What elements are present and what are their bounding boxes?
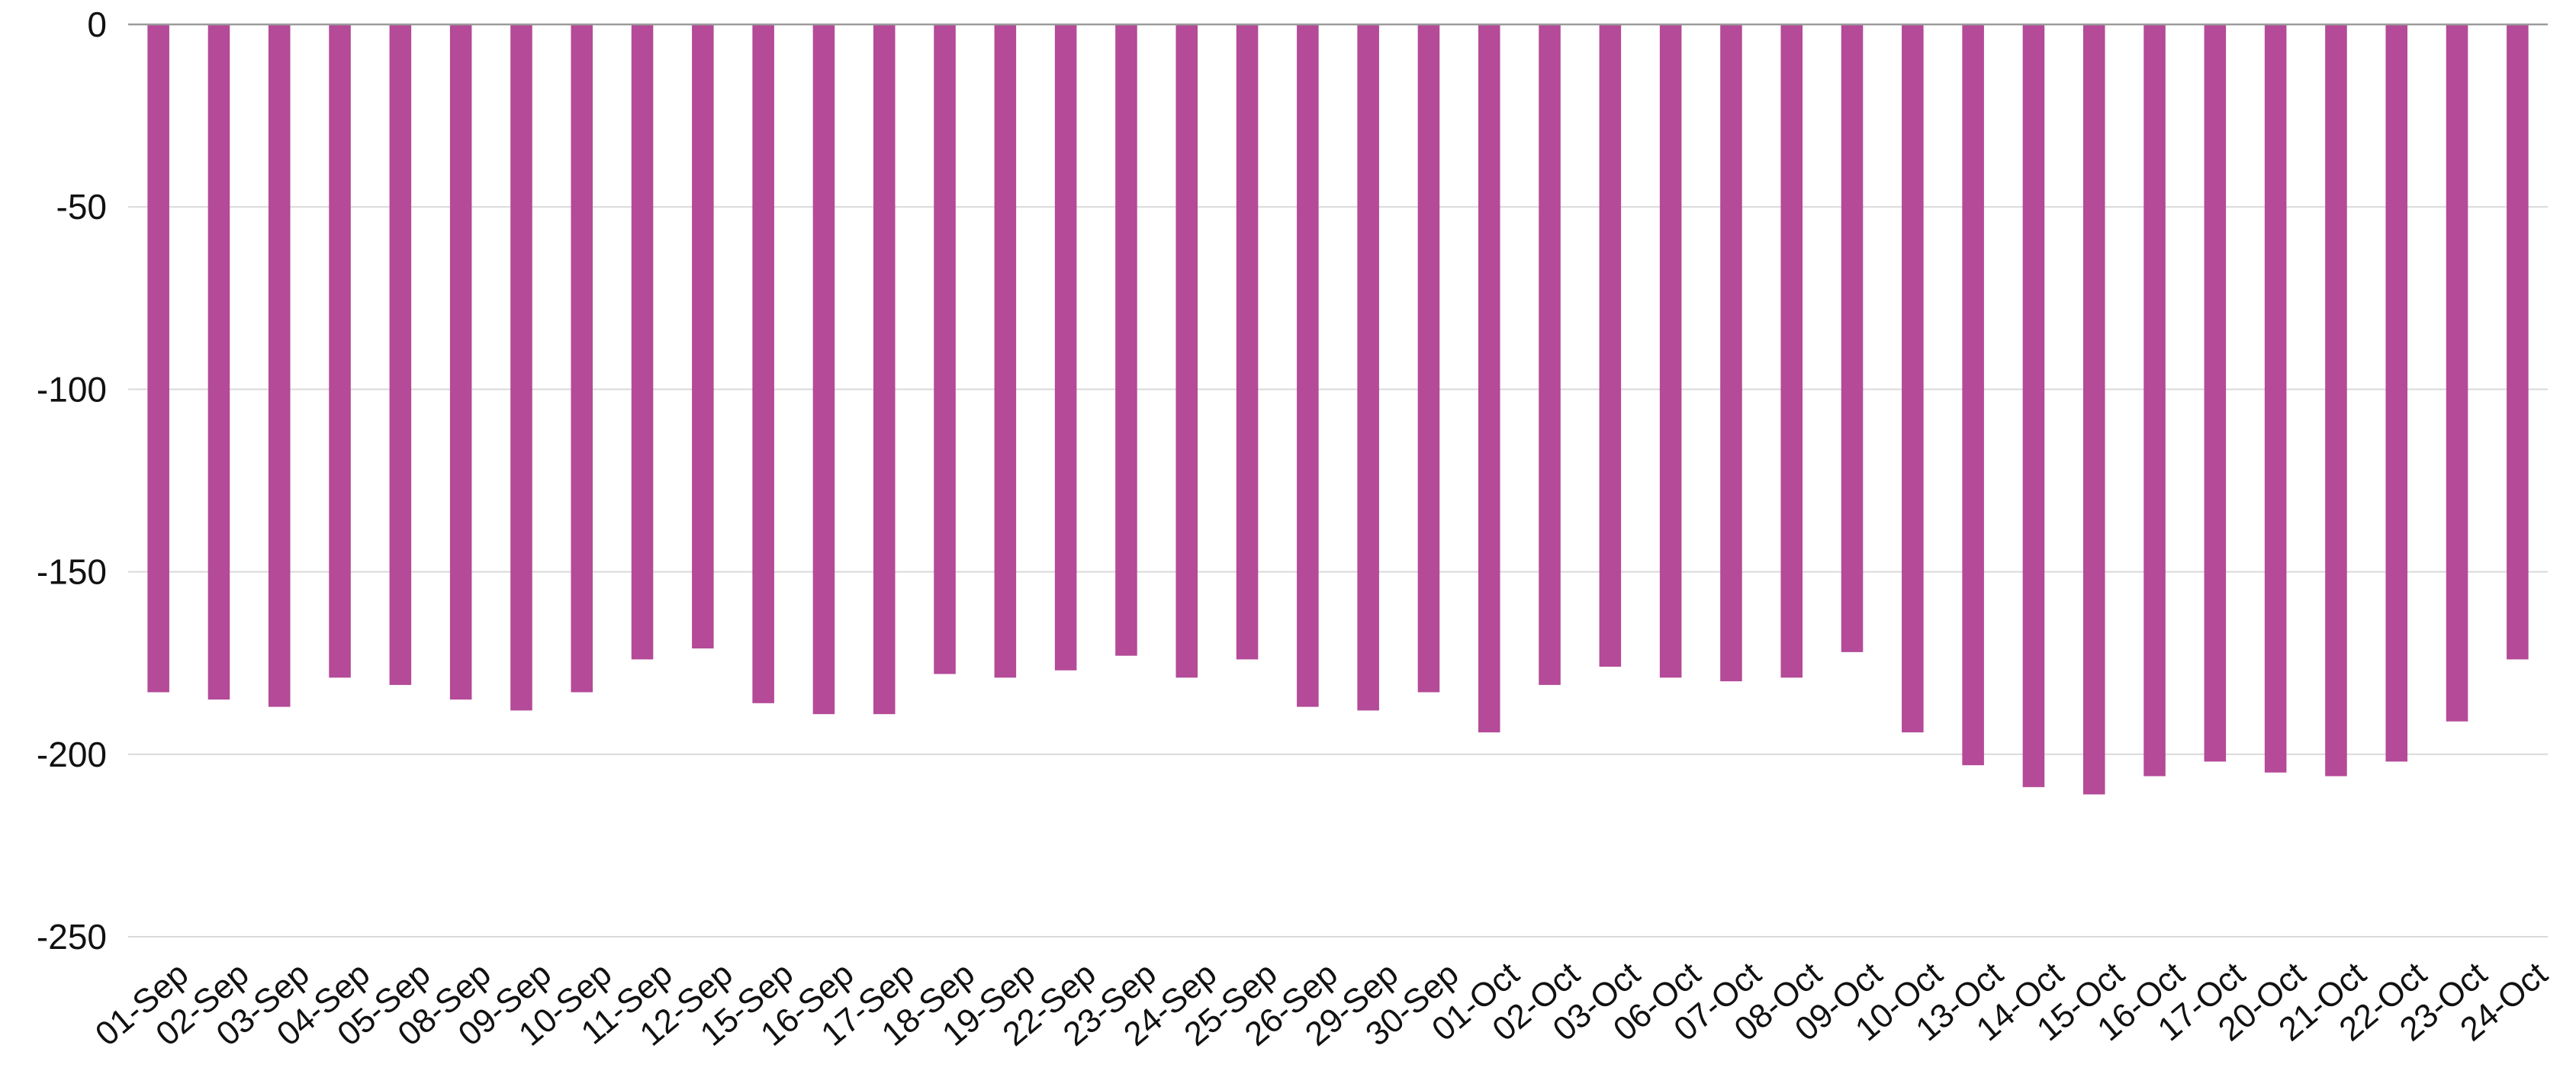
bar-20-Oct — [2264, 24, 2287, 773]
bar-23-Oct — [2446, 24, 2468, 722]
bar-22-Sep — [1054, 24, 1077, 671]
bar-17-Sep — [873, 24, 896, 715]
bar-29-Sep — [1357, 24, 1379, 711]
bar-18-Sep — [934, 24, 956, 674]
bar-10-Sep — [571, 24, 593, 693]
bar-09-Oct — [1841, 24, 1864, 652]
x-axis-tick-labels: 01-Sep02-Sep03-Sep04-Sep05-Sep08-Sep09-S… — [88, 955, 2555, 1053]
bar-21-Oct — [2325, 24, 2347, 777]
y-axis-tick-labels: 0 -50 -100 -150 -200 -250 — [37, 5, 107, 957]
bar-12-Sep — [692, 24, 714, 649]
bar-02-Oct — [1539, 24, 1561, 685]
bar-14-Oct — [2022, 24, 2045, 787]
bar-01-Sep — [147, 24, 169, 693]
bar-02-Sep — [207, 24, 230, 700]
bar-25-Sep — [1236, 24, 1259, 660]
bar-03-Sep — [268, 24, 291, 707]
bar-17-Oct — [2204, 24, 2227, 762]
bar-08-Oct — [1780, 24, 1803, 678]
bar-06-Oct — [1659, 24, 1682, 678]
y-tick-label: -50 — [56, 187, 107, 227]
bar-16-Sep — [812, 24, 835, 715]
y-tick-label: -150 — [37, 552, 107, 592]
y-tick-label: -200 — [37, 735, 107, 774]
bar-22-Oct — [2385, 24, 2408, 762]
y-tick-label: 0 — [87, 5, 107, 44]
gridlines — [128, 206, 2548, 938]
bar-19-Sep — [994, 24, 1017, 678]
bar-03-Oct — [1599, 24, 1622, 667]
bar-24-Sep — [1175, 24, 1198, 678]
bars — [147, 24, 2529, 795]
bar-10-Oct — [1902, 24, 1924, 733]
bar-24-Oct — [2507, 24, 2529, 660]
bar-07-Oct — [1720, 24, 1742, 682]
bar-04-Sep — [329, 24, 351, 678]
bar-23-Sep — [1115, 24, 1137, 656]
bar-30-Sep — [1417, 24, 1440, 693]
bar-01-Oct — [1478, 24, 1500, 733]
bar-15-Oct — [2082, 24, 2105, 795]
bar-15-Sep — [752, 24, 774, 703]
bar-11-Sep — [631, 24, 654, 660]
bar-05-Sep — [389, 24, 412, 685]
y-tick-label: -100 — [37, 369, 107, 409]
bar-13-Oct — [1962, 24, 1984, 766]
bar-16-Oct — [2143, 24, 2166, 777]
bar-08-Sep — [449, 24, 472, 700]
bar-26-Sep — [1297, 24, 1319, 707]
bar-09-Sep — [510, 24, 532, 711]
y-tick-label: -250 — [37, 917, 107, 957]
